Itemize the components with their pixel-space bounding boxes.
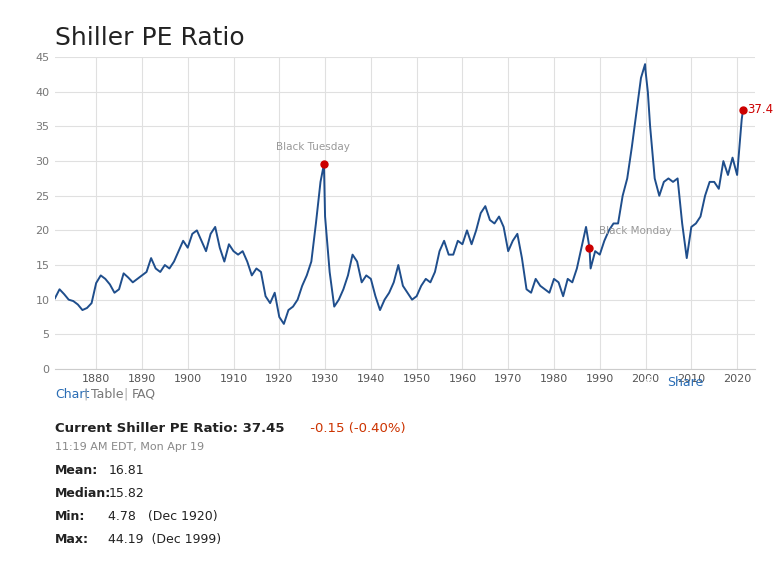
Text: 4.78   (Dec 1920): 4.78 (Dec 1920) [108, 510, 218, 523]
Text: Current Shiller PE Ratio: 37.45: Current Shiller PE Ratio: 37.45 [55, 422, 285, 435]
Text: f: f [646, 376, 652, 388]
Text: -0.15 (-0.40%): -0.15 (-0.40%) [306, 422, 406, 435]
Text: |: | [124, 388, 128, 401]
Text: FAQ: FAQ [132, 388, 156, 401]
Text: 11:19 AM EDT, Mon Apr 19: 11:19 AM EDT, Mon Apr 19 [55, 442, 204, 451]
Text: Chart: Chart [55, 388, 89, 401]
Text: Median:: Median: [55, 487, 111, 500]
Text: 37.45: 37.45 [747, 103, 774, 116]
Text: |: | [84, 388, 87, 401]
Text: 44.19  (Dec 1999): 44.19 (Dec 1999) [108, 533, 221, 546]
Text: Table: Table [91, 388, 124, 401]
Text: 16.81: 16.81 [108, 464, 144, 478]
Text: 15.82: 15.82 [108, 487, 144, 500]
Text: Mean:: Mean: [55, 464, 98, 478]
Text: Black Monday: Black Monday [598, 226, 671, 236]
Text: Shiller PE Ratio: Shiller PE Ratio [55, 26, 245, 50]
Text: Share: Share [667, 376, 704, 388]
Text: Max:: Max: [55, 533, 89, 546]
Text: Min:: Min: [55, 510, 85, 523]
Text: Black Tuesday: Black Tuesday [276, 142, 349, 152]
